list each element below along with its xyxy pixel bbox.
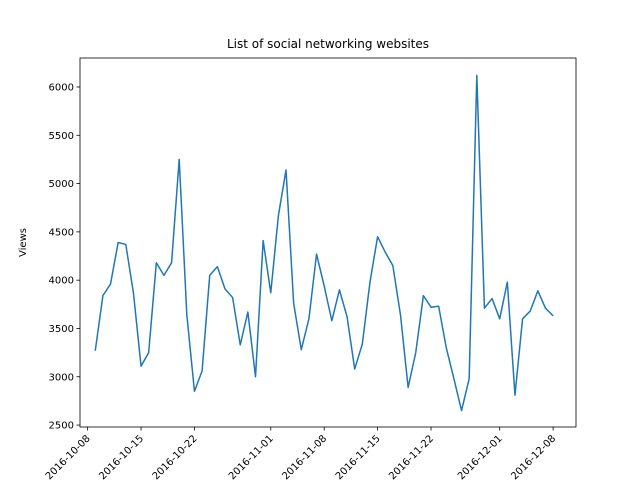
y-tick-label: 5000 [49,179,74,190]
y-tick-label: 6000 [49,82,74,93]
chart-title: List of social networking websites [227,37,429,51]
series-layer [94,74,554,412]
x-tick-label: 2016-10-15 [97,433,146,480]
y-tick-label: 3500 [49,324,74,335]
y-tick-label: 4000 [49,276,74,287]
y-tick-label: 5500 [49,131,74,142]
series-line [94,74,554,412]
y-tick-label: 4500 [49,227,74,238]
x-tick-label: 2016-10-22 [151,433,200,480]
x-tick-label: 2016-11-08 [280,433,329,480]
x-tick-label: 2016-11-15 [334,433,383,480]
x-tick-label: 2016-10-08 [44,433,93,480]
plot-frame [79,57,577,428]
y-axis: 2500 3000 3500 4000 4500 5000 5500 6000 [49,82,80,432]
x-tick-label: 2016-11-01 [227,433,276,480]
x-axis: 2016-10-08 2016-10-15 2016-10-22 2016-11-01… [44,427,558,480]
x-tick-label: 2016-12-08 [509,433,558,480]
y-tick-label: 2500 [49,421,74,432]
y-tick-label: 3000 [49,372,74,383]
y-axis-label: Views [18,228,29,257]
x-tick-label: 2016-12-01 [456,433,505,480]
x-tick-label: 2016-11-22 [387,433,436,480]
